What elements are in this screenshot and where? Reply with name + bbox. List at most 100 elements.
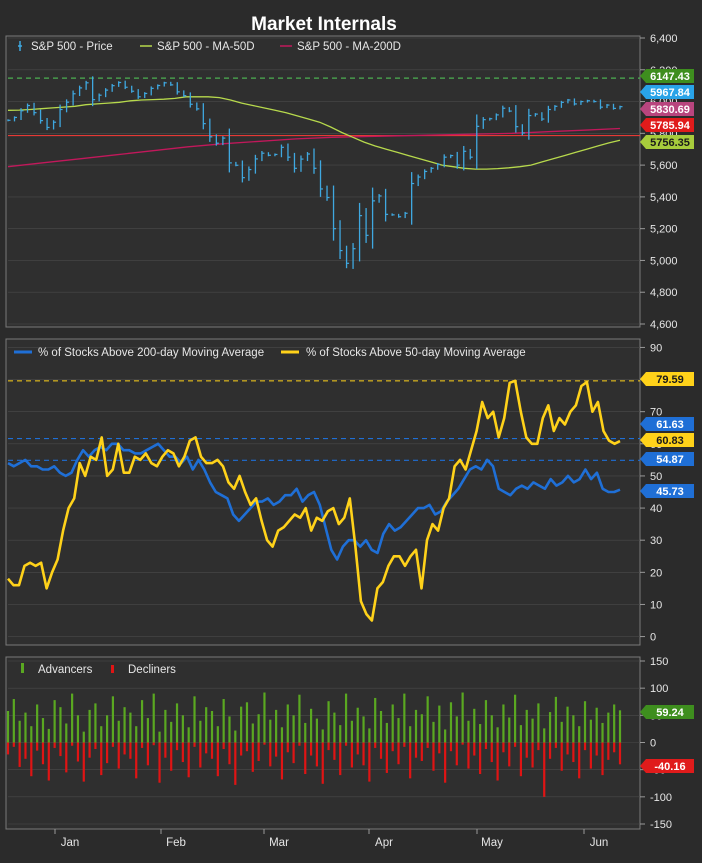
decliner-bar	[531, 742, 534, 768]
pct50-last-label: 60.83	[656, 435, 684, 447]
advancer-bar	[414, 709, 418, 743]
advancers-last-label: 59.24	[656, 707, 684, 719]
x-tick-label: Mar	[269, 837, 289, 849]
pct200-ref-label: 54.87	[656, 454, 684, 466]
advancer-bar	[601, 722, 604, 743]
advancer-bar	[467, 720, 470, 743]
decliner-bar	[88, 742, 91, 758]
advancer-bar	[152, 693, 155, 743]
decliner-bar	[158, 742, 161, 783]
decliners-last-label: -40.16	[654, 761, 685, 773]
price-last-label: 5967.84	[650, 87, 691, 99]
decliner-bar	[175, 742, 179, 751]
advancer-bar	[140, 700, 144, 743]
decliner-bar	[409, 742, 412, 779]
advancer-bar	[76, 715, 80, 743]
advancer-bar	[554, 696, 557, 743]
decliner-bar	[554, 742, 557, 748]
decliner-bar	[601, 742, 604, 776]
decliner-bar	[368, 742, 371, 782]
decliner-bar	[420, 742, 423, 761]
decliner-bar	[444, 742, 447, 783]
advancer-bar	[94, 703, 97, 743]
price-panel: 6,4006,2006,0005,8005,6005,4005,2005,000…	[7, 33, 694, 331]
advancer-bar	[519, 725, 523, 743]
advancer-bar	[304, 722, 307, 743]
advancer-bar	[280, 727, 284, 743]
ma50-last-tag	[640, 135, 694, 149]
legend-swatch-decliners	[111, 665, 114, 673]
y-tick-label: -100	[650, 792, 672, 804]
y-tick-label: 150	[650, 656, 668, 668]
advancer-bar	[379, 710, 383, 743]
advancer-bar	[82, 731, 85, 743]
advancer-bar	[298, 694, 301, 743]
decliner-bar	[47, 742, 50, 781]
advancer-bar	[41, 718, 45, 743]
advancer-bar	[438, 705, 441, 743]
decliner-bar	[100, 742, 103, 776]
advancer-bar	[158, 731, 161, 743]
advancer-bar	[105, 715, 109, 743]
decliner-bar	[397, 742, 400, 765]
advancer-bar	[205, 707, 208, 743]
advancer-bar	[508, 717, 511, 743]
decliner-bar	[484, 742, 488, 750]
x-tick-label: Jan	[61, 837, 80, 849]
x-tick-label: Jun	[590, 837, 609, 849]
advancer-bar	[473, 708, 476, 743]
decliner-bar	[111, 742, 115, 747]
legend-decliners-label: Decliners	[128, 664, 176, 676]
advancer-bar	[210, 710, 214, 743]
y-tick-label: 20	[650, 567, 662, 579]
decliner-bar	[94, 742, 97, 750]
decliner-bar	[333, 742, 336, 760]
advancer-bar	[292, 715, 295, 743]
y-tick-label: 4,800	[650, 287, 678, 299]
advancer-bar	[374, 697, 377, 743]
y-tick-label: 10	[650, 599, 662, 611]
decliner-bar	[193, 742, 196, 747]
decliner-bar	[187, 742, 190, 778]
advancer-bar	[525, 709, 528, 743]
decliner-bar	[12, 742, 15, 747]
advancer-bar	[170, 721, 173, 743]
advancer-bar	[228, 716, 231, 743]
decliner-bar	[519, 742, 523, 777]
advancer-bar	[409, 726, 412, 743]
advancer-bar	[193, 696, 196, 743]
advancer-bar	[385, 722, 388, 743]
x-tick-label: May	[481, 837, 503, 849]
legend-advancers-label: Advancers	[38, 664, 93, 676]
pct50-last-tag	[640, 433, 694, 447]
advancer-bar	[88, 709, 91, 743]
decliner-bar	[618, 742, 622, 765]
pct200-ref-high-label: 61.63	[656, 419, 684, 431]
advancer-bar	[315, 718, 319, 743]
decliner-bar	[490, 742, 493, 763]
y-tick-label: 100	[650, 683, 668, 695]
advancer-bar	[321, 729, 324, 743]
y-tick-label: -150	[650, 819, 672, 831]
advancer-bar	[59, 707, 62, 743]
price-red-ref-label: 5785.94	[650, 120, 691, 132]
advancer-bar	[240, 706, 243, 743]
ma200-last-tag	[640, 102, 694, 116]
advancer-bar	[327, 701, 330, 743]
advancer-bar	[339, 725, 342, 743]
decliner-bar	[374, 742, 377, 748]
advancer-bar	[572, 715, 575, 743]
legend-ma50-label: S&P 500 - MA-50D	[157, 41, 255, 53]
x-axis: Jan Feb Mar Apr May Jun	[54, 829, 609, 849]
decliner-bar	[356, 742, 359, 755]
advancer-bar	[269, 719, 272, 743]
decliner-bar	[251, 742, 254, 772]
decliner-bar	[210, 742, 214, 759]
decliner-bar	[344, 742, 348, 746]
advancer-bar	[566, 706, 569, 743]
decliner-bar	[105, 742, 109, 764]
advancer-bar	[531, 718, 534, 743]
ad-legend: Advancers Decliners	[21, 663, 176, 676]
advancer-bar	[129, 712, 132, 743]
advancer-bar	[146, 718, 149, 743]
